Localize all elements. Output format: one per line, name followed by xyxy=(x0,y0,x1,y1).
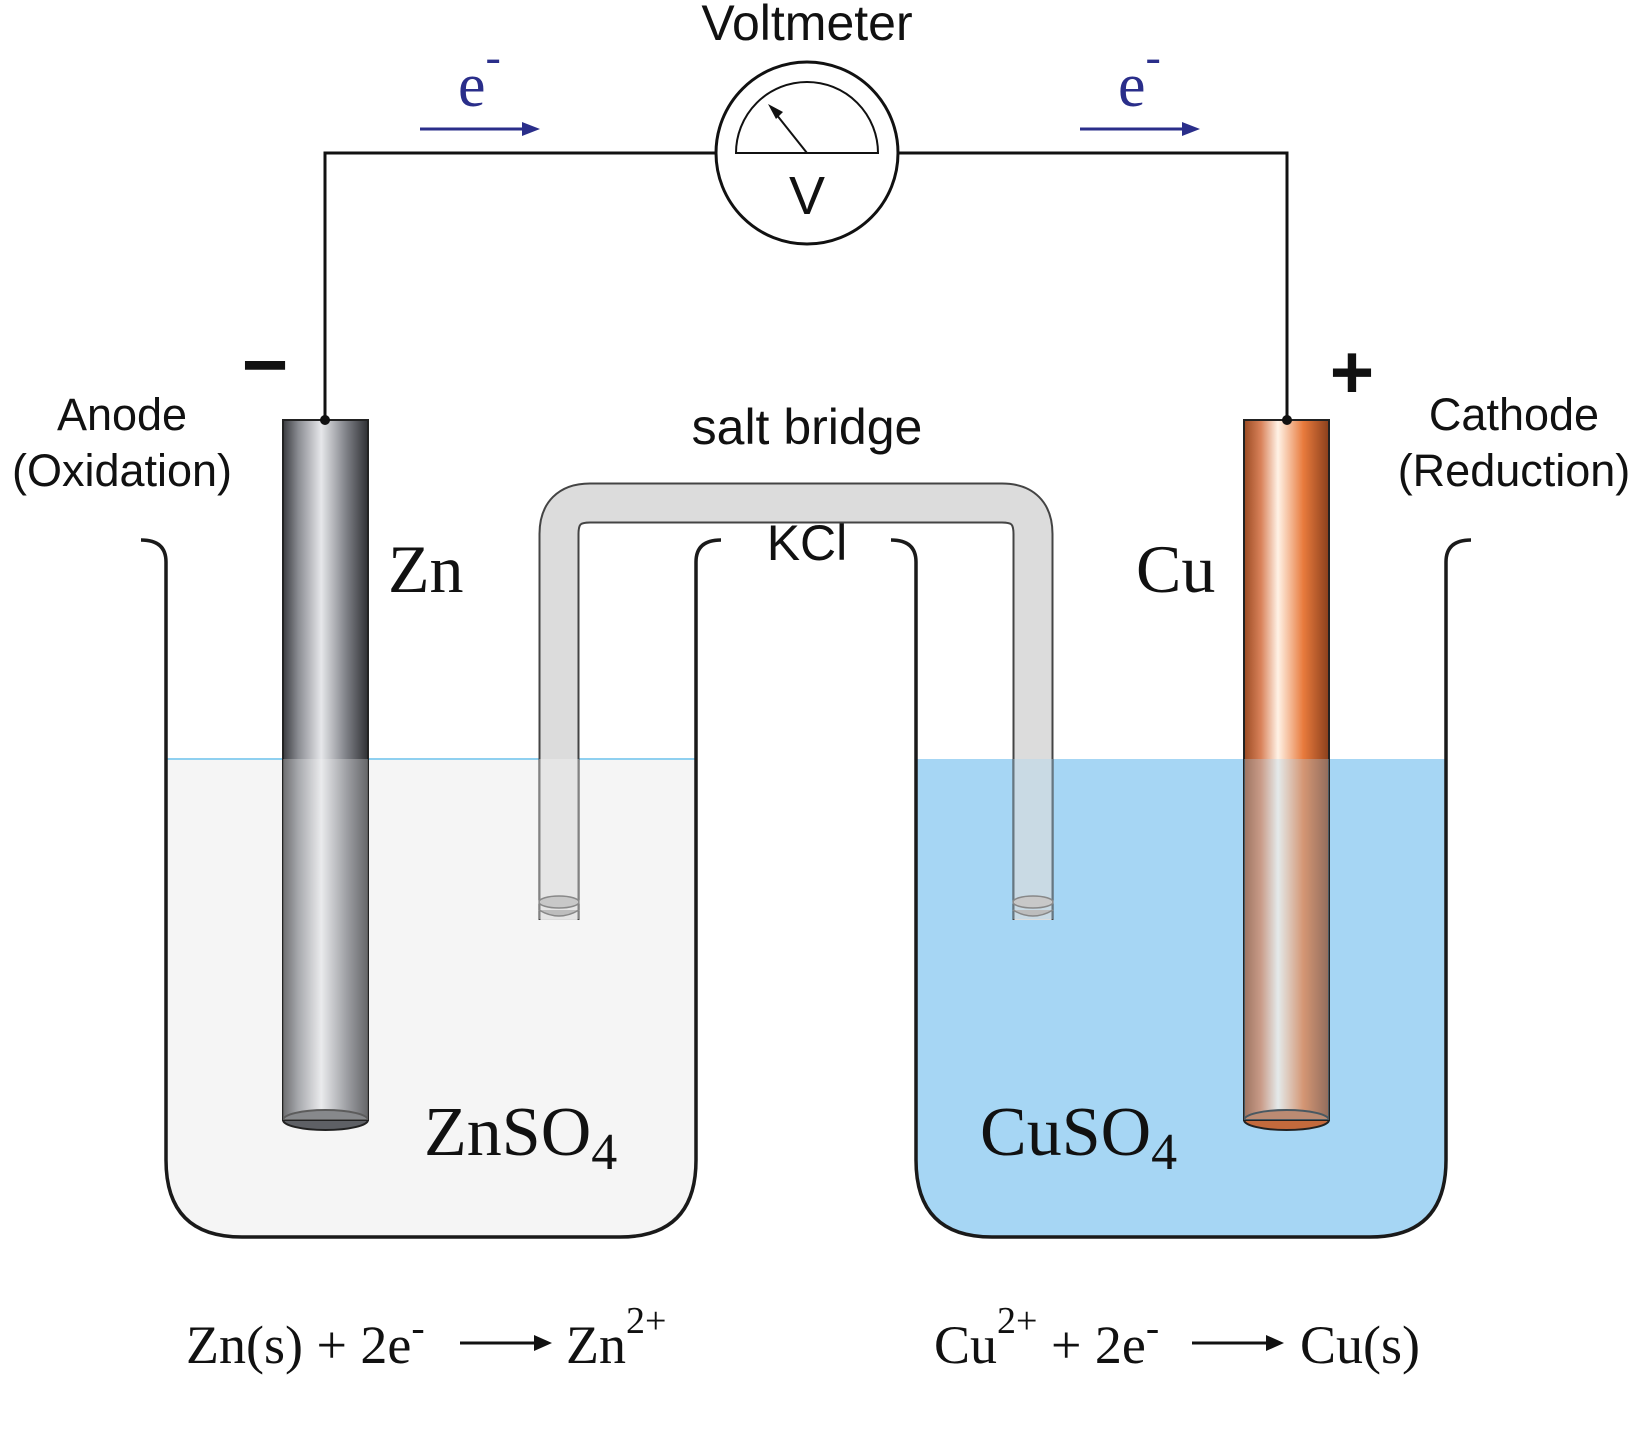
right-beaker xyxy=(890,538,1472,1239)
anode-process-label: (Oxidation) xyxy=(12,445,232,496)
wire-left xyxy=(323,151,716,420)
voltmeter-symbol: V xyxy=(789,166,825,226)
salt-bridge-label: salt bridge xyxy=(692,399,923,455)
salt-bridge-content-label: KCl xyxy=(767,515,848,571)
voltmeter xyxy=(714,60,900,246)
cathode-equation-lhs: Cu2+ + 2e- xyxy=(934,1300,1159,1375)
cathode-label: Cathode xyxy=(1429,389,1599,440)
anode-equation-product: Zn2+ xyxy=(566,1300,666,1375)
needle-arrowhead xyxy=(768,104,783,119)
cathode-sign: + xyxy=(1330,330,1374,415)
zinc-label: Zn xyxy=(388,531,464,607)
left-beaker xyxy=(140,538,722,1239)
cathode-equation-product: Cu(s) xyxy=(1300,1315,1420,1375)
wire-right xyxy=(898,151,1289,420)
zinc-electrode xyxy=(282,419,369,1131)
anode-sign: − xyxy=(242,320,289,409)
electron-flow-arrow-right xyxy=(1080,122,1200,136)
copper-electrode xyxy=(1243,419,1330,1131)
wire-joint-right xyxy=(1282,415,1292,425)
copper-label: Cu xyxy=(1136,531,1215,607)
anode-equation-lhs: Zn(s) + 2e- xyxy=(186,1305,425,1375)
voltmeter-label: Voltmeter xyxy=(701,0,912,51)
znso4-label: ZnSO4 xyxy=(424,1094,617,1181)
anode-label: Anode xyxy=(57,389,187,440)
voltmeter-needle xyxy=(775,113,808,154)
cathode-process-label: (Reduction) xyxy=(1398,445,1631,496)
electron-label-right: e- xyxy=(1118,31,1161,120)
electron-label-left: e- xyxy=(458,31,501,120)
cathode-equation-arrow xyxy=(1192,1335,1284,1351)
salt-bridge-tube xyxy=(538,482,1054,920)
wire-joint-left xyxy=(320,415,330,425)
cuso4-label: CuSO4 xyxy=(980,1094,1177,1181)
anode-equation-arrow xyxy=(460,1335,552,1351)
electron-flow-arrow-left xyxy=(420,122,540,136)
